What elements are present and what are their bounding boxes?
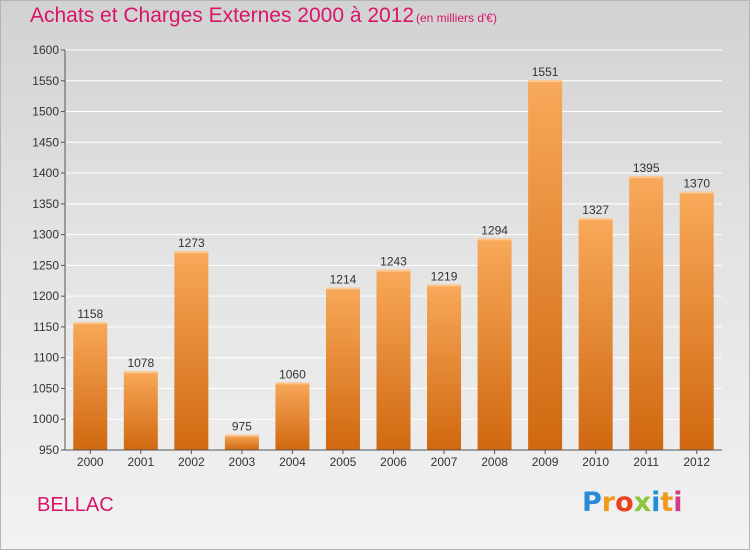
value-label-2003: 975 [232,420,252,434]
y-tick-label: 1300 [32,228,59,242]
y-tick-label: 1050 [32,381,59,395]
y-tick-label: 1150 [33,320,59,334]
bar-2000 [73,322,108,450]
value-label-2004: 1060 [279,367,306,381]
bar-highlight [679,191,714,194]
bar-highlight [528,80,563,83]
bar-2012 [679,191,714,451]
x-tick-label-2000: 2000 [77,455,104,469]
value-label-2007: 1219 [431,269,458,283]
bar-2008 [477,238,512,450]
y-tick-label: 1450 [32,135,59,149]
value-label-2011: 1395 [633,161,660,175]
y-tick-label: 1000 [32,412,59,426]
x-tick-label-2001: 2001 [127,455,154,469]
bar-highlight [325,287,360,290]
x-tick-label-2006: 2006 [380,455,407,469]
x-tick-label-2009: 2009 [532,455,559,469]
bar-2009 [528,80,563,451]
bar-2003 [224,434,259,450]
value-label-2005: 1214 [330,273,357,287]
bar-highlight [174,251,209,254]
bar-highlight [123,371,158,374]
bar-highlight [73,322,108,324]
y-tick-label: 1400 [32,166,59,180]
logo-letter: P [582,487,602,518]
value-label-2001: 1078 [127,356,154,370]
y-tick-label: 1250 [32,258,59,272]
value-label-2009: 1551 [532,65,559,79]
bar-2010 [578,218,613,450]
x-tick-label-2005: 2005 [330,455,357,469]
value-label-2000: 1158 [77,307,103,321]
x-tick-label-2011: 2011 [633,455,659,469]
chart-subtitle: (en milliers d'€) [416,11,497,25]
bar-highlight [629,176,664,179]
x-tick-label-2010: 2010 [582,455,609,469]
y-tick-label: 1200 [32,289,59,303]
x-tick-label-2008: 2008 [481,455,508,469]
bar-2002 [174,251,209,450]
value-label-2010: 1327 [582,203,609,217]
bar-highlight [578,218,613,220]
x-tick-label-2004: 2004 [279,455,306,469]
bar-2006 [376,269,411,450]
bar-2007 [427,284,462,450]
logo-letter: i [651,487,661,518]
place-name: BELLAC [37,494,114,516]
bar-highlight [376,269,411,272]
bar-highlight [427,284,462,287]
bar-highlight [477,238,512,241]
proxiti-logo: Proxiti [582,487,683,518]
chart-title: Achats et Charges Externes 2000 à 2012 [30,4,415,27]
bar-2004 [275,382,310,450]
bar-2005 [325,287,360,450]
y-tick-label: 1100 [33,351,59,365]
bar-highlight [224,434,259,437]
x-tick-label-2012: 2012 [683,455,710,469]
logo-letter: t [660,487,674,518]
bar-2011 [629,176,664,450]
bar-2001 [123,371,158,450]
y-tick-label: 1600 [32,43,59,57]
value-label-2008: 1294 [481,223,508,237]
value-label-2002: 1273 [178,236,205,250]
y-tick-label: 1350 [32,197,59,211]
bar-highlight [275,382,310,385]
logo-letter: i [673,487,683,518]
x-tick-label-2002: 2002 [178,455,205,469]
logo-letter: o [615,487,634,518]
x-tick-label-2007: 2007 [431,455,458,469]
logo-letter: x [633,487,652,518]
y-tick-label: 1550 [32,74,59,88]
y-tick-label: 950 [39,443,59,457]
logo-letter: r [601,487,616,518]
value-label-2012: 1370 [683,177,710,191]
value-label-2006: 1243 [380,255,407,269]
x-tick-label-2003: 2003 [229,455,256,469]
y-tick-label: 1500 [32,105,59,119]
